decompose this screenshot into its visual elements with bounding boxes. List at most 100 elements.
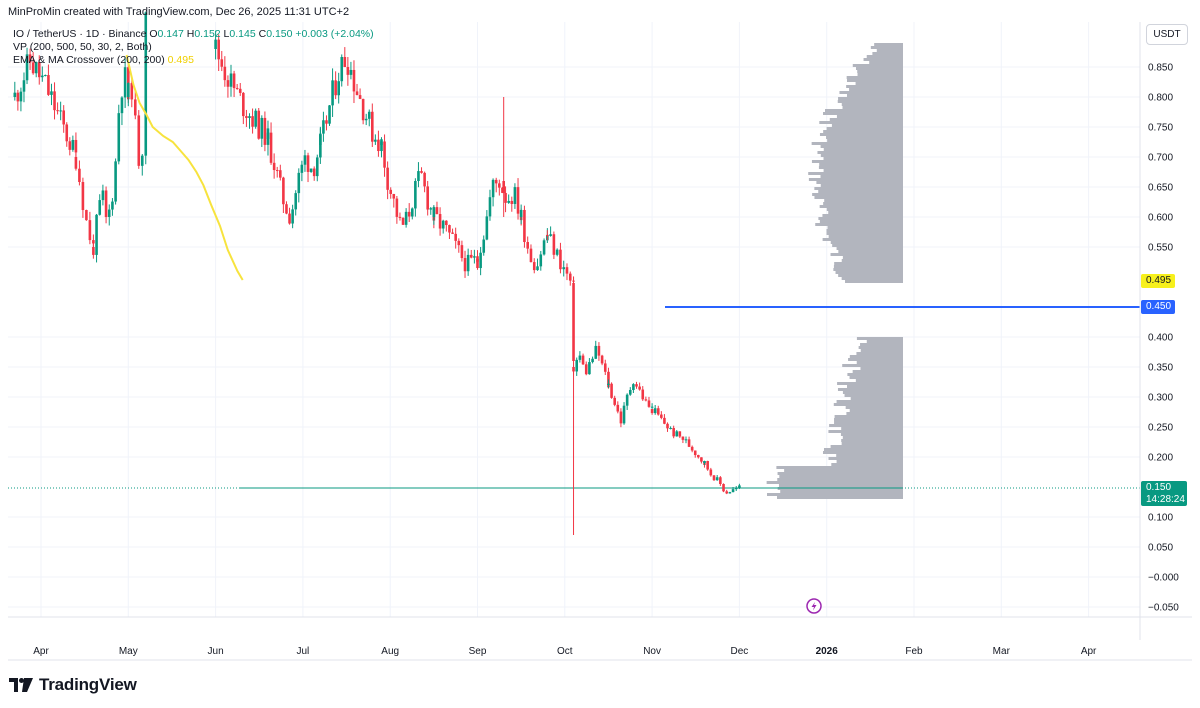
candle-body bbox=[140, 155, 144, 166]
open-value: 0.147 bbox=[157, 28, 184, 40]
candle-body bbox=[697, 455, 700, 458]
volume-profile-bar bbox=[811, 142, 903, 145]
candle-body bbox=[389, 189, 393, 194]
ema-legend[interactable]: EMA & MA Crossover (200, 200) 0.495 bbox=[13, 54, 194, 66]
volume-profile-bar bbox=[874, 43, 903, 46]
candle-body bbox=[123, 67, 127, 98]
candle-body bbox=[507, 200, 510, 203]
tradingview-logo-icon bbox=[9, 678, 33, 692]
candle-body bbox=[319, 133, 322, 145]
candle-body bbox=[88, 220, 92, 241]
volume-profile-bar bbox=[846, 76, 903, 79]
candle-body bbox=[44, 75, 47, 77]
candle-body bbox=[235, 88, 239, 90]
candle-body bbox=[616, 404, 620, 412]
volume-profile-bar bbox=[839, 91, 903, 94]
price-axis[interactable]: 0.850 0.800 0.750 0.700 0.650 0.600 0.550 0.400… bbox=[1148, 63, 1179, 614]
candle-body bbox=[62, 110, 65, 125]
candle-body bbox=[107, 209, 111, 217]
time-axis[interactable]: Apr May Jun Jul Aug Sep Oct Nov Dec 2026 Feb Mar Apr bbox=[33, 646, 1097, 657]
currency-button[interactable]: USDT bbox=[1146, 24, 1188, 45]
candle-body bbox=[532, 262, 536, 271]
candle-body bbox=[303, 155, 307, 165]
candle-body bbox=[226, 80, 230, 87]
candle-body bbox=[709, 469, 713, 476]
candle-body bbox=[463, 258, 467, 272]
candle-body bbox=[666, 423, 669, 429]
candle-body bbox=[454, 233, 457, 241]
tradingview-logo[interactable]: TradingView bbox=[9, 675, 137, 695]
ema-price-tag: 0.495 bbox=[1141, 274, 1175, 288]
price-tick-label: 0.700 bbox=[1148, 153, 1173, 164]
candle-body bbox=[13, 92, 17, 97]
volume-profile-bar bbox=[860, 367, 903, 370]
symbol-legend[interactable]: IO / TetherUS · 1D · Binance O0.147 H0.1… bbox=[13, 28, 374, 40]
candle-body bbox=[457, 240, 461, 246]
time-tick-label: Sep bbox=[469, 646, 487, 657]
candle-body bbox=[700, 457, 703, 462]
candle-body bbox=[410, 208, 414, 217]
candle-body bbox=[232, 73, 236, 89]
candle-body bbox=[398, 216, 402, 218]
volume-profile-bar bbox=[833, 403, 903, 406]
volume-profile-bar bbox=[836, 454, 903, 457]
candle-body bbox=[260, 117, 264, 139]
price-tick-label: 0.850 bbox=[1148, 63, 1173, 74]
candle-body bbox=[644, 399, 648, 401]
candle-body bbox=[251, 116, 254, 127]
volume-profile-bar bbox=[841, 439, 903, 442]
candle-body bbox=[725, 491, 729, 494]
flash-icon[interactable] bbox=[806, 598, 822, 614]
candle-body bbox=[420, 171, 423, 173]
level-price-tag[interactable]: 0.450 bbox=[1141, 300, 1175, 314]
volume-profile-bar bbox=[823, 112, 903, 115]
candle-body bbox=[25, 54, 29, 81]
candle-body bbox=[684, 439, 688, 441]
time-tick-label: Aug bbox=[381, 646, 399, 657]
volume-profile-bar bbox=[830, 241, 903, 244]
candle-body bbox=[361, 98, 365, 121]
candle-body bbox=[300, 164, 304, 173]
candle-body bbox=[383, 141, 386, 168]
candle-body bbox=[594, 345, 598, 359]
candle-body bbox=[355, 91, 359, 96]
candle-body bbox=[322, 120, 325, 134]
candle-body bbox=[498, 183, 501, 188]
candle-body bbox=[220, 59, 224, 67]
volume-profile-bar bbox=[846, 412, 903, 415]
candle-body bbox=[438, 214, 442, 229]
volume-profile-bar bbox=[814, 196, 903, 199]
low-label: L bbox=[223, 28, 230, 40]
volume-profile-bar bbox=[834, 421, 903, 424]
symbol-title[interactable]: IO / TetherUS · 1D · Binance bbox=[13, 28, 147, 40]
candle-body bbox=[581, 355, 585, 365]
volume-profile-legend[interactable]: VP (200, 500, 50, 30, 2, Both) bbox=[13, 41, 152, 53]
candle-body bbox=[693, 450, 697, 456]
candle-body bbox=[426, 186, 429, 210]
volume-profile-bar bbox=[829, 118, 903, 121]
candle-body bbox=[552, 234, 556, 255]
price-tick-label: 0.250 bbox=[1148, 423, 1173, 434]
price-tick-label: 0.650 bbox=[1148, 183, 1173, 194]
volume-profile-bar bbox=[824, 199, 903, 202]
candle-body bbox=[660, 414, 663, 418]
high-value: 0.152 bbox=[194, 28, 221, 40]
time-tick-label: May bbox=[119, 646, 138, 657]
candle-body bbox=[423, 172, 426, 187]
volume-profile-bar bbox=[836, 400, 903, 403]
volume-profile-bar bbox=[826, 208, 903, 211]
candle-body bbox=[441, 220, 445, 229]
volume-profile-bar bbox=[842, 256, 903, 259]
candle-body bbox=[466, 254, 470, 272]
time-tick-label: Jul bbox=[297, 646, 310, 657]
time-tick-label: Nov bbox=[643, 646, 661, 657]
volume-profile-bar bbox=[818, 166, 903, 169]
volume-profile-bar bbox=[857, 70, 903, 73]
candle-body bbox=[404, 211, 408, 225]
candle-body bbox=[429, 208, 433, 210]
volume-profile-bar bbox=[826, 127, 903, 130]
candle-body bbox=[722, 484, 725, 492]
candle-body bbox=[81, 182, 85, 211]
volume-profile-bar bbox=[778, 484, 903, 487]
